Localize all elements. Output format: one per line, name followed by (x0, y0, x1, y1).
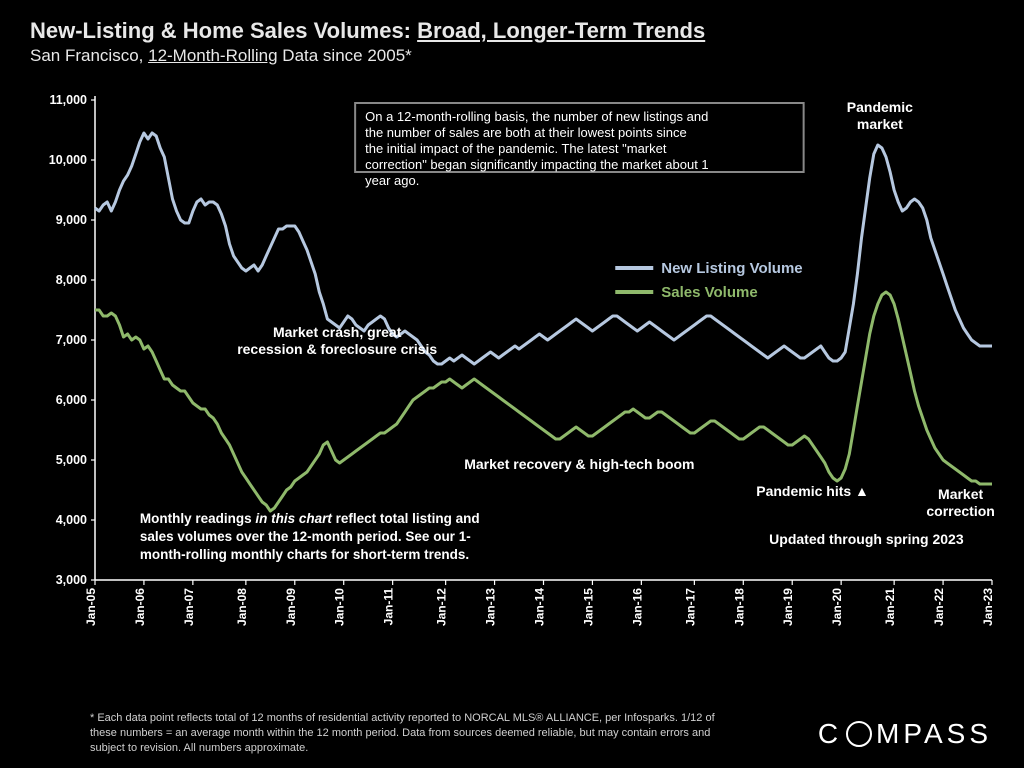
chart-title: New-Listing & Home Sales Volumes: Broad,… (30, 18, 994, 44)
svg-text:Jan-19: Jan-19 (781, 588, 795, 626)
svg-text:sales volumes over the 12-mont: sales volumes over the 12-month period. … (140, 529, 471, 544)
svg-text:Jan-12: Jan-12 (435, 588, 449, 626)
svg-text:Jan-06: Jan-06 (133, 588, 147, 626)
svg-text:correction: correction (926, 503, 994, 519)
svg-text:5,000: 5,000 (56, 453, 87, 467)
svg-text:Jan-18: Jan-18 (732, 588, 746, 626)
svg-text:year ago.: year ago. (365, 173, 419, 188)
compass-ring-icon (846, 721, 872, 747)
svg-text:Jan-21: Jan-21 (883, 588, 897, 626)
chart-svg: 3,000 4,000 5,000 6,000 7,000 8,000 9,000 10,00… (40, 90, 1000, 660)
subtitle-suffix: Data since 2005* (278, 46, 412, 65)
svg-text:Updated through spring 2023: Updated through spring 2023 (769, 531, 964, 547)
svg-text:8,000: 8,000 (56, 273, 87, 287)
svg-text:7,000: 7,000 (56, 333, 87, 347)
subtitle-prefix: San Francisco, (30, 46, 148, 65)
svg-text:On a 12-month-rolling basis, t: On a 12-month-rolling basis, the number … (365, 109, 708, 124)
svg-text:Jan-08: Jan-08 (235, 588, 249, 626)
svg-text:New Listing Volume: New Listing Volume (661, 260, 802, 277)
svg-text:9,000: 9,000 (56, 213, 87, 227)
svg-text:Jan-05: Jan-05 (84, 588, 98, 626)
svg-text:Jan-16: Jan-16 (630, 588, 644, 626)
svg-text:Jan-13: Jan-13 (484, 588, 498, 626)
svg-text:6,000: 6,000 (56, 393, 87, 407)
brand-text: MPASS (876, 718, 992, 750)
svg-text:correction" began significantl: correction" began significantly impactin… (365, 157, 709, 172)
svg-text:Jan-17: Jan-17 (683, 588, 697, 626)
svg-text:Jan-23: Jan-23 (981, 588, 995, 626)
svg-text:Pandemic hits ▲: Pandemic hits ▲ (756, 483, 869, 499)
svg-text:Sales Volume: Sales Volume (661, 284, 757, 301)
svg-text:market: market (857, 116, 903, 132)
svg-text:Jan-22: Jan-22 (932, 588, 946, 626)
brand-logo: CMPASS (818, 718, 992, 750)
footnote: * Each data point reflects total of 12 m… (90, 711, 730, 756)
svg-text:3,000: 3,000 (56, 573, 87, 587)
svg-text:Market recovery & high-tech bo: Market recovery & high-tech boom (464, 456, 694, 472)
svg-text:the initial impact of the pand: the initial impact of the pandemic. The … (365, 141, 667, 156)
svg-text:Pandemic: Pandemic (847, 99, 913, 115)
svg-text:Jan-20: Jan-20 (830, 588, 844, 626)
svg-text:Jan-10: Jan-10 (333, 588, 347, 626)
svg-text:4,000: 4,000 (56, 513, 87, 527)
svg-text:recession & foreclosure crisis: recession & foreclosure crisis (237, 341, 437, 357)
chart-subtitle: San Francisco, 12-Month-Rolling Data sin… (30, 46, 994, 66)
svg-text:11,000: 11,000 (49, 93, 87, 107)
svg-text:Market: Market (938, 486, 983, 502)
title-prefix: New-Listing & Home Sales Volumes: (30, 18, 417, 43)
svg-text:Market crash, great: Market crash, great (273, 324, 402, 340)
svg-text:Jan-11: Jan-11 (382, 588, 396, 626)
title-underlined: Broad, Longer-Term Trends (417, 18, 705, 43)
chart-area: 3,000 4,000 5,000 6,000 7,000 8,000 9,000 10,00… (40, 90, 1000, 660)
svg-text:Jan-09: Jan-09 (284, 588, 298, 626)
subtitle-underlined: 12-Month-Rolling (148, 46, 277, 65)
svg-text:month-rolling monthly charts f: month-rolling monthly charts for short-t… (140, 547, 469, 562)
svg-text:the number of sales are both a: the number of sales are both at their lo… (365, 125, 687, 140)
svg-text:Monthly readings in this chart: Monthly readings in this chart reflect t… (140, 511, 480, 526)
svg-text:Jan-14: Jan-14 (533, 588, 547, 626)
svg-text:10,000: 10,000 (49, 153, 87, 167)
svg-text:Jan-15: Jan-15 (581, 588, 595, 626)
svg-text:Jan-07: Jan-07 (182, 588, 196, 626)
